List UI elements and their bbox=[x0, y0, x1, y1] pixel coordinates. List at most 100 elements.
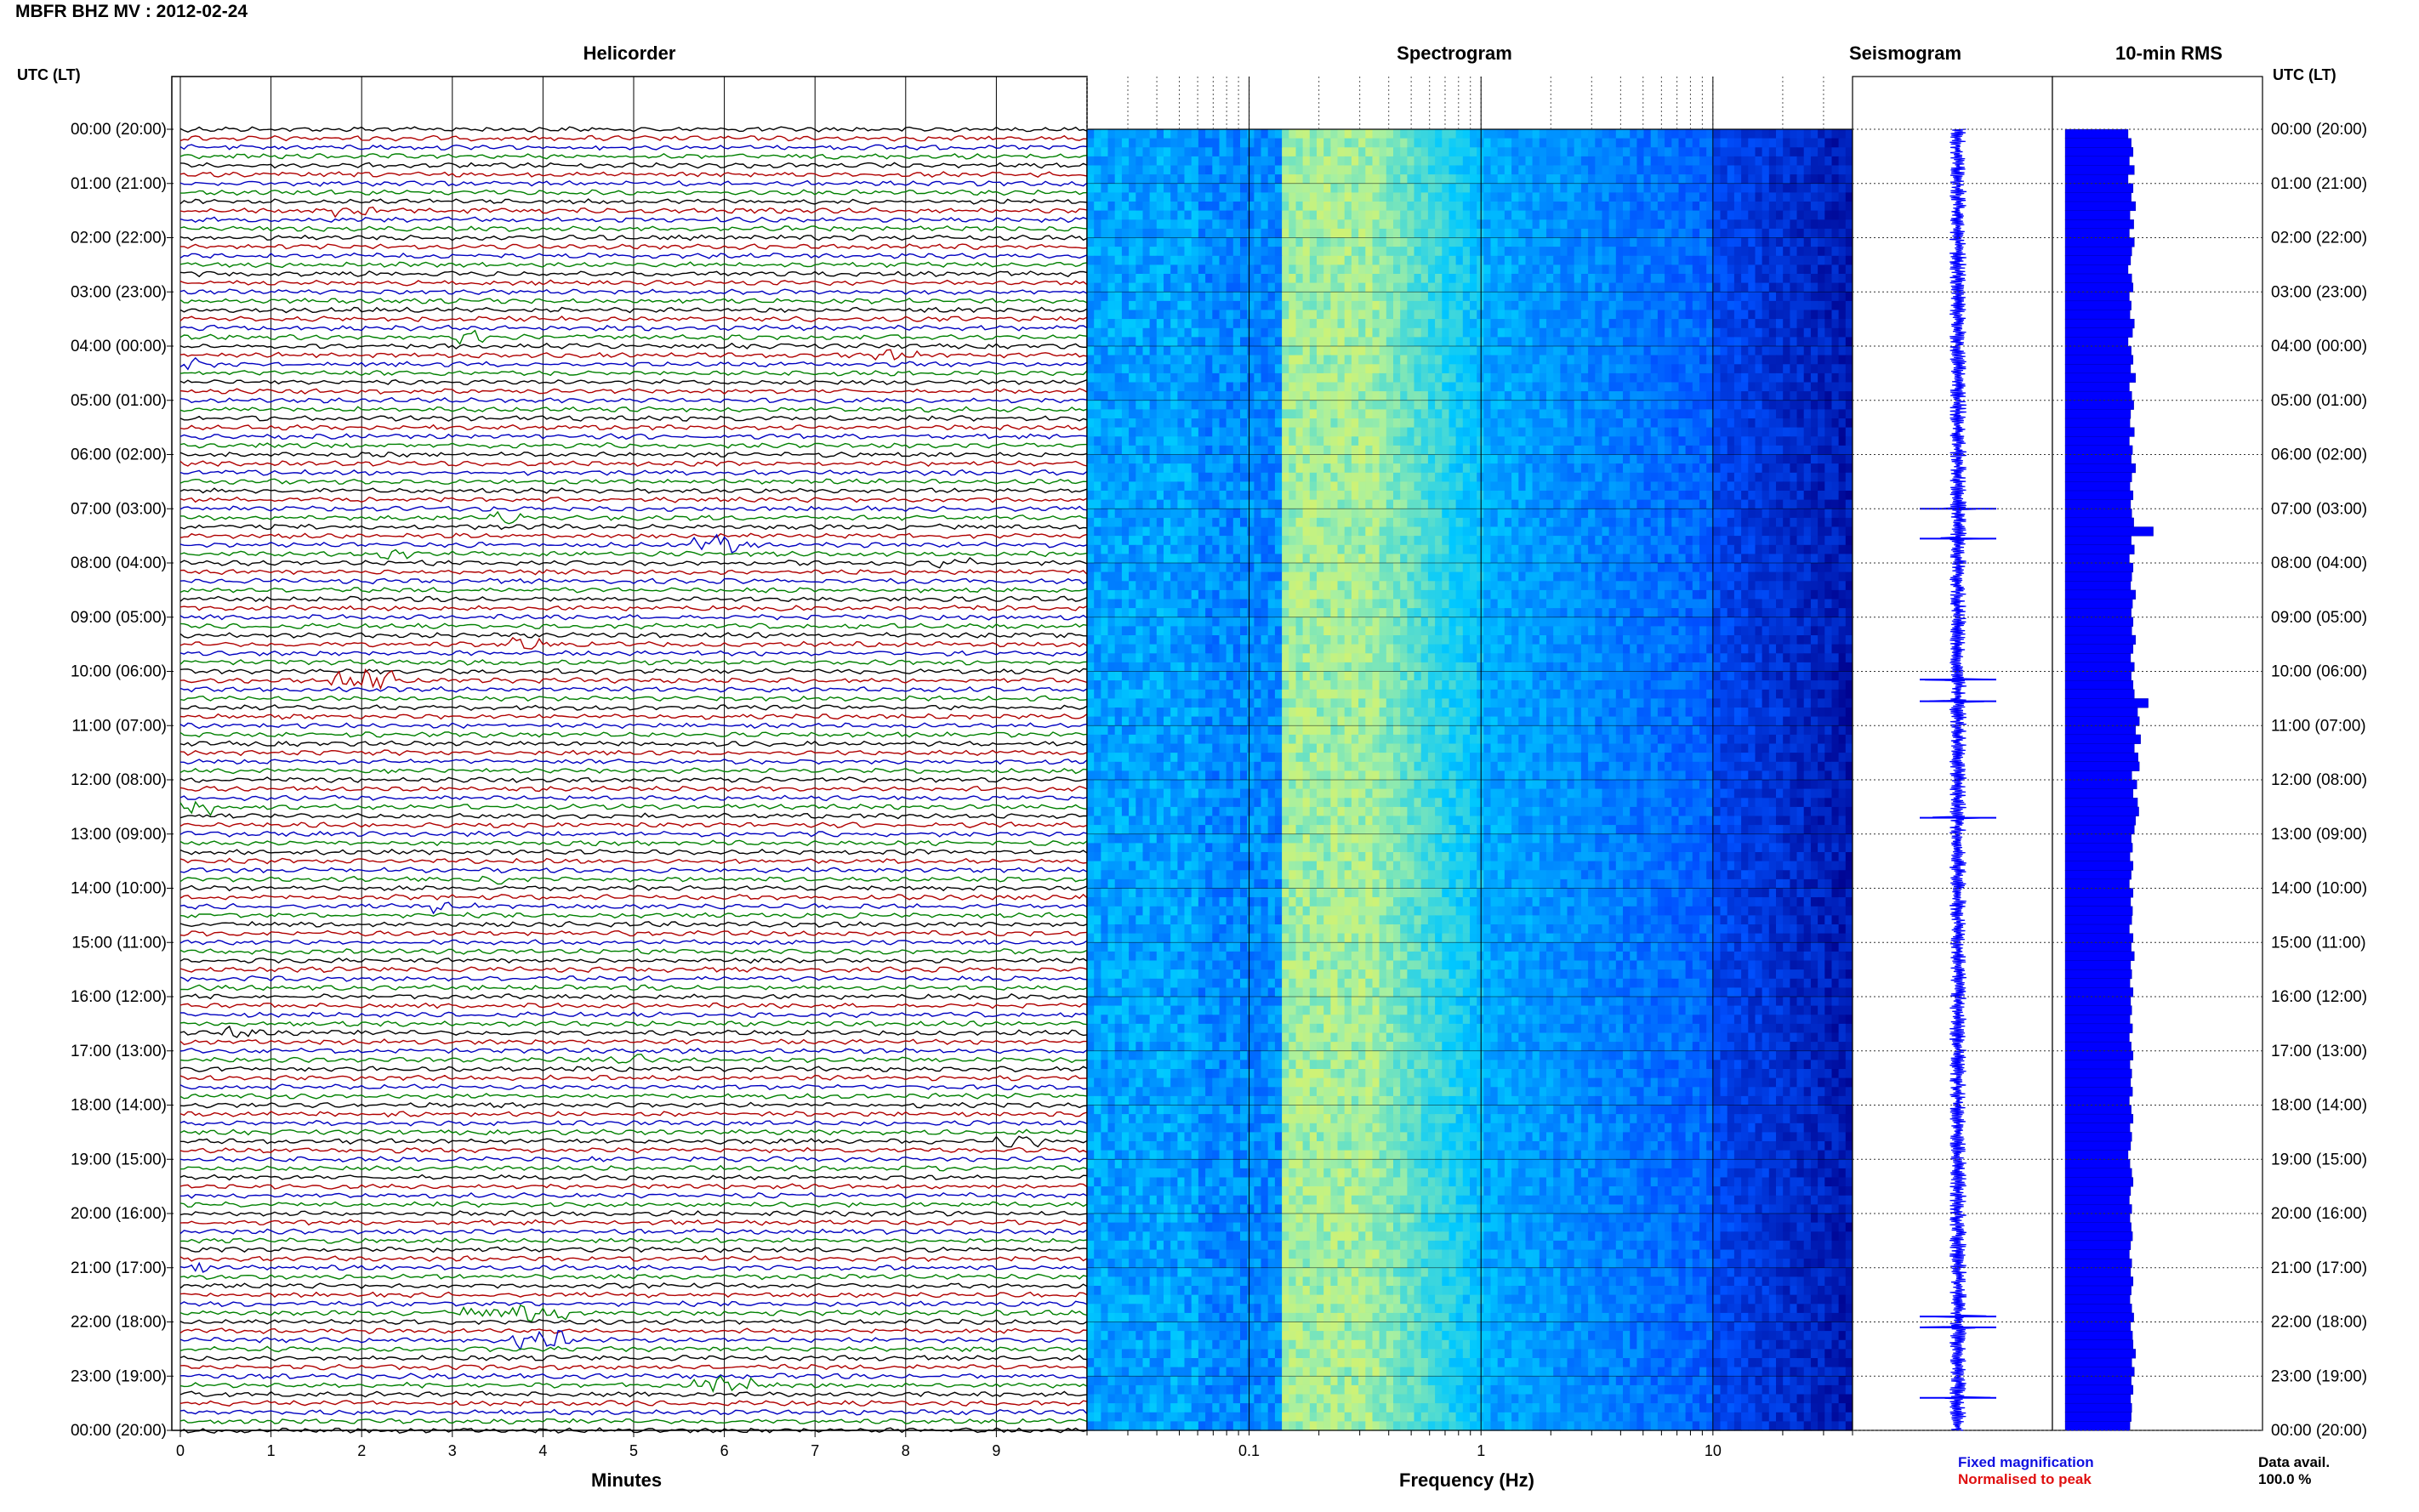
spectrogram-cell bbox=[1442, 327, 1450, 338]
spectrogram-cell bbox=[1184, 409, 1192, 419]
spectrogram-cell bbox=[1149, 147, 1158, 157]
spectrogram-cell bbox=[1386, 355, 1394, 365]
spectrogram-cell bbox=[1838, 237, 1847, 247]
spectrogram-cell bbox=[1665, 156, 1672, 167]
spectrogram-cell bbox=[1136, 300, 1144, 311]
spectrogram-cell bbox=[1247, 355, 1255, 365]
spectrogram-cell bbox=[1261, 319, 1269, 329]
spectrogram-cell bbox=[1254, 247, 1262, 257]
spectrogram-cell bbox=[1720, 372, 1728, 384]
spectrogram-cell bbox=[1838, 391, 1847, 401]
spectrogram-cell bbox=[1636, 509, 1645, 519]
spectrogram-cell bbox=[1164, 418, 1171, 429]
spectrogram-cell bbox=[1170, 409, 1178, 419]
spectrogram-cell bbox=[1768, 247, 1777, 257]
spectrogram-cell bbox=[1803, 337, 1812, 347]
spectrogram-cell bbox=[1477, 327, 1484, 338]
spectrogram-cell bbox=[1546, 255, 1554, 265]
spectrogram-cell bbox=[1330, 481, 1339, 492]
spectrogram-cell bbox=[1588, 228, 1596, 239]
spectrogram-cell bbox=[1414, 445, 1422, 456]
spectrogram-cell bbox=[1274, 129, 1283, 139]
spectrogram-cell bbox=[1692, 129, 1700, 139]
spectrogram-cell bbox=[1232, 337, 1241, 347]
spectrogram-cell bbox=[1274, 454, 1283, 464]
spectrogram-cell bbox=[1678, 156, 1687, 167]
spectrogram-cell bbox=[1518, 247, 1527, 257]
helicorder-trace bbox=[179, 587, 1088, 594]
spectrogram-cell bbox=[1755, 346, 1763, 356]
spectrogram-cell bbox=[1427, 210, 1436, 220]
spectrogram-cell bbox=[1344, 391, 1352, 401]
spectrogram-cell bbox=[1713, 147, 1722, 157]
spectrogram-cell bbox=[1748, 481, 1756, 492]
spectrogram-cell bbox=[1344, 264, 1352, 275]
spectrogram-cell bbox=[1727, 174, 1735, 185]
spectrogram-cell bbox=[1226, 210, 1234, 220]
spectrogram-cell bbox=[1198, 129, 1206, 139]
spectrogram-cell bbox=[1657, 274, 1665, 284]
spectrogram-cell bbox=[1455, 237, 1464, 247]
spectrogram-cell bbox=[1427, 300, 1436, 311]
spectrogram-cell bbox=[1372, 391, 1380, 401]
spectrogram-cell bbox=[1407, 509, 1415, 519]
spectrogram-cell bbox=[1136, 138, 1144, 148]
spectrogram-cell bbox=[1518, 210, 1527, 220]
spectrogram-cell bbox=[1449, 147, 1457, 157]
spectrogram-cell bbox=[1783, 202, 1790, 212]
spectrogram-cell bbox=[1407, 147, 1415, 157]
spectrogram-cell bbox=[1518, 319, 1527, 329]
spectrogram-cell bbox=[1142, 192, 1151, 202]
spectrogram-cell bbox=[1420, 481, 1429, 492]
spectrogram-cell bbox=[1295, 300, 1304, 311]
spectrogram-cell bbox=[1170, 129, 1178, 139]
spectrogram-cell bbox=[1462, 202, 1471, 212]
spectrogram-cell bbox=[1455, 156, 1464, 167]
spectrogram-cell bbox=[1282, 192, 1289, 202]
spectrogram-cell bbox=[1351, 165, 1359, 175]
spectrogram-cell bbox=[1741, 174, 1749, 185]
spectrogram-cell bbox=[1449, 337, 1457, 347]
spectrogram-cell bbox=[1267, 174, 1276, 185]
spectrogram-cell bbox=[1490, 346, 1499, 356]
helicorder-trace bbox=[179, 126, 1088, 133]
spectrogram-cell bbox=[1490, 491, 1499, 501]
spectrogram-cell bbox=[1226, 499, 1234, 509]
spectrogram-cell bbox=[1393, 202, 1401, 212]
spectrogram-cell bbox=[1470, 427, 1477, 437]
spectrogram-cell bbox=[1796, 382, 1805, 392]
spectrogram-cell bbox=[1455, 247, 1464, 257]
spectrogram-cell bbox=[1205, 310, 1213, 320]
spectrogram-cell bbox=[1504, 499, 1512, 509]
spectrogram-cell bbox=[1121, 300, 1130, 311]
spectrogram-cell bbox=[1790, 509, 1798, 519]
spectrogram-cell bbox=[1650, 228, 1659, 239]
spectrogram-cell bbox=[1783, 237, 1790, 247]
spectrogram-cell bbox=[1107, 228, 1116, 239]
spectrogram-cell bbox=[1449, 454, 1457, 464]
spectrogram-cell bbox=[1546, 174, 1554, 185]
spectrogram-cell bbox=[1170, 274, 1178, 284]
spectrogram-cell bbox=[1685, 481, 1693, 492]
spectrogram-cell bbox=[1247, 202, 1255, 212]
spectrogram-cell bbox=[1595, 445, 1603, 456]
spectrogram-cell bbox=[1114, 382, 1123, 392]
spectrogram-cell bbox=[1525, 481, 1534, 492]
spectrogram-cell bbox=[1414, 319, 1422, 329]
spectrogram-cell bbox=[1149, 310, 1158, 320]
spectrogram-cell bbox=[1762, 156, 1770, 167]
spectrogram-cell bbox=[1317, 300, 1324, 311]
spectrogram-cell bbox=[1831, 391, 1840, 401]
spectrogram-cell bbox=[1720, 463, 1728, 474]
spectrogram-cell bbox=[1212, 165, 1221, 175]
spectrogram-cell bbox=[1588, 282, 1596, 293]
spectrogram-cell bbox=[1226, 192, 1234, 202]
spectrogram-cell bbox=[1309, 147, 1318, 157]
spectrogram-cell bbox=[1477, 282, 1484, 293]
spectrogram-cell bbox=[1762, 481, 1770, 492]
spectrogram-cell bbox=[1427, 310, 1436, 320]
spectrogram-cell bbox=[1720, 183, 1728, 193]
spectrogram-cell bbox=[1379, 472, 1387, 482]
spectrogram-cell bbox=[1470, 138, 1477, 148]
spectrogram-cell bbox=[1330, 174, 1339, 185]
